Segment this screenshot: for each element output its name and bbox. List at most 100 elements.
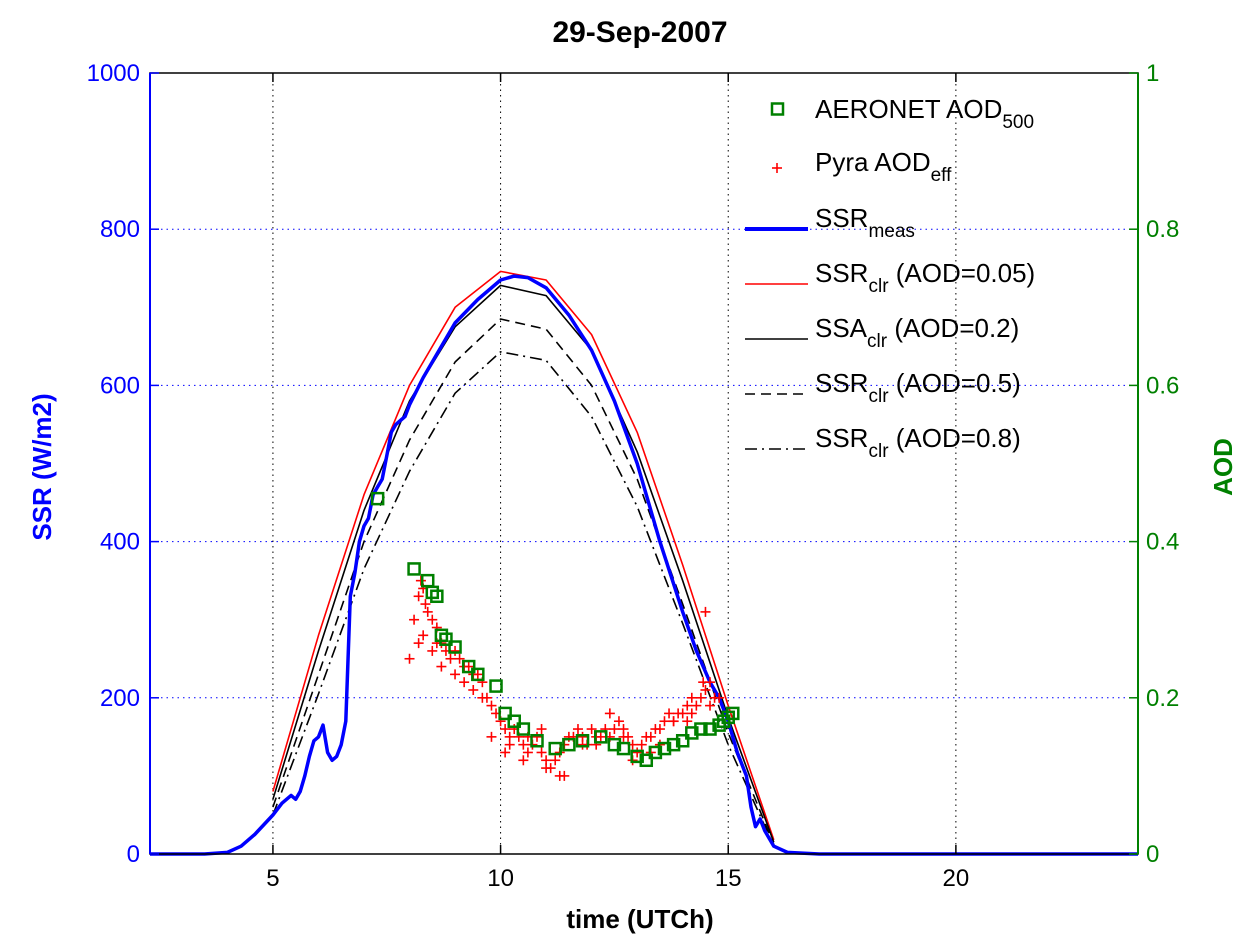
pyra-aod-point xyxy=(486,731,497,742)
pyra-aod-point xyxy=(654,724,665,735)
x-tick-label: 20 xyxy=(943,865,970,892)
aeronet-aod-point xyxy=(439,632,453,646)
legend-label-subscript: clr xyxy=(867,331,888,352)
pyra-aod-point xyxy=(632,747,643,758)
pyra-aod-point xyxy=(522,747,533,758)
aeronet-aod-point xyxy=(489,679,503,693)
pyra-aod-point xyxy=(686,692,697,703)
pyra-aod-point xyxy=(700,684,711,695)
aeronet-aod-point xyxy=(648,745,663,760)
pyra-aod-point xyxy=(554,770,565,781)
y-left-tick-label: 1000 xyxy=(87,60,140,87)
x-tick-label: 15 xyxy=(715,865,742,892)
pyra-aod-point xyxy=(532,731,543,742)
legend-label-suffix: (AOD=0.5) xyxy=(889,368,1021,398)
legend-label-subscript: clr xyxy=(868,441,889,462)
legend-label-main: AERONET AOD xyxy=(815,94,1002,124)
aeronet-aod-point xyxy=(507,714,521,728)
pyra-aod-point xyxy=(536,747,547,758)
x-axis-label: time (UTCh) xyxy=(566,904,713,934)
legend-label-subscript: 500 xyxy=(1002,112,1034,133)
aeronet-aod-point xyxy=(461,659,476,674)
aeronet-aod-point xyxy=(657,741,672,756)
legend-label-suffix: (AOD=0.8) xyxy=(889,423,1021,453)
legend-label-main: Pyra AOD xyxy=(815,147,931,177)
aeronet-aod-point xyxy=(630,749,644,764)
x-tick-label: 10 xyxy=(487,865,514,892)
pyra-aod-point xyxy=(504,739,515,750)
legend-label-aeronet: AERONET AOD500 xyxy=(815,94,1034,133)
series-line-ssr_clr_08 xyxy=(272,350,775,847)
y-right-tick-label: 0.8 xyxy=(1146,216,1179,243)
legend-label-main: SSA xyxy=(815,313,868,343)
pyra-aod-point xyxy=(577,739,588,750)
pyra-aod-point xyxy=(500,724,511,735)
legend-label-ssr_clr_05: SSRclr (AOD=0.5) xyxy=(815,368,1021,407)
pyra-aod-point xyxy=(486,700,497,711)
pyra-aod-point xyxy=(422,606,433,617)
y-left-tick-label: 400 xyxy=(100,529,140,556)
pyra-aod-point xyxy=(413,591,424,602)
aeronet-aod-point xyxy=(703,722,717,736)
aeronet-aod-point xyxy=(471,667,485,682)
pyra-aod-point xyxy=(613,716,624,727)
grid-lines xyxy=(150,73,1138,854)
aeronet-aod-point xyxy=(530,734,544,748)
pyra-aod-point xyxy=(427,614,438,625)
pyra-aod-point xyxy=(682,716,693,727)
aeronet-aod-point xyxy=(726,706,740,721)
y-right-tick-label: 0.6 xyxy=(1146,372,1179,399)
aeronet-aod-point xyxy=(616,741,631,756)
series-line-ssr_meas xyxy=(150,274,1138,856)
aeronet-aod-point xyxy=(675,734,690,748)
pyra-aod-point xyxy=(518,755,529,766)
y-left-tick-label: 0 xyxy=(127,841,140,868)
aeronet-aod-point xyxy=(575,734,590,748)
legend-label-ssr_clr_08: SSRclr (AOD=0.8) xyxy=(815,423,1021,462)
pyra-aod-point xyxy=(572,724,583,735)
chart-title: 29-Sep-2007 xyxy=(552,16,727,49)
aeronet-aod-point xyxy=(639,753,654,768)
pyra-aod-point xyxy=(418,630,429,641)
aeronet-aod-point xyxy=(448,640,462,654)
y-right-axis-label: AOD xyxy=(1208,438,1238,496)
pyra-aod-point xyxy=(659,716,670,727)
pyra-aod-point xyxy=(668,716,679,727)
pyra-aod-point xyxy=(468,684,479,695)
pyra-aod-point xyxy=(404,653,415,664)
pyra-aod-point xyxy=(445,653,456,664)
aeronet-aod-point xyxy=(407,562,421,576)
pyra-aod-point xyxy=(450,669,461,680)
pyra-aod-point xyxy=(427,645,438,656)
pyra-aod-point xyxy=(714,692,725,703)
y-right-tick-label: 1 xyxy=(1146,60,1159,87)
y-right-tick-label: 0.2 xyxy=(1146,685,1179,712)
legend-label-subscript: meas xyxy=(868,221,914,242)
legend-label-ssr_meas: SSRmeas xyxy=(815,203,915,242)
pyra-aod-point xyxy=(415,575,426,586)
pyra-aod-point xyxy=(459,677,470,688)
pyra-aod-point xyxy=(682,700,693,711)
pyra-aod-point xyxy=(609,724,620,735)
y-right-tick-label: 0.4 xyxy=(1146,529,1179,556)
pyra-aod-point xyxy=(618,731,629,742)
pyra-aod-point xyxy=(518,739,529,750)
aeronet-aod-point xyxy=(430,589,444,604)
legend-label-main: SSR xyxy=(815,423,868,453)
aeronet-aod-point xyxy=(498,706,512,721)
pyra-aod-point xyxy=(500,747,511,758)
legend-label-subscript: clr xyxy=(868,276,889,297)
pyra-aod-point xyxy=(604,708,615,719)
series-line-ssr_clr_05 xyxy=(272,318,775,845)
pyra-aod-point xyxy=(705,677,716,688)
pyra-aod-point xyxy=(454,653,465,664)
y-left-tick-label: 600 xyxy=(100,372,140,399)
pyra-aod-point xyxy=(664,708,675,719)
pyra-aod-point xyxy=(472,669,483,680)
pyra-aod-point xyxy=(477,692,488,703)
pyra-aod-point xyxy=(541,763,552,774)
pyra-aod-point xyxy=(595,731,606,742)
pyra-aod-point xyxy=(636,739,647,750)
